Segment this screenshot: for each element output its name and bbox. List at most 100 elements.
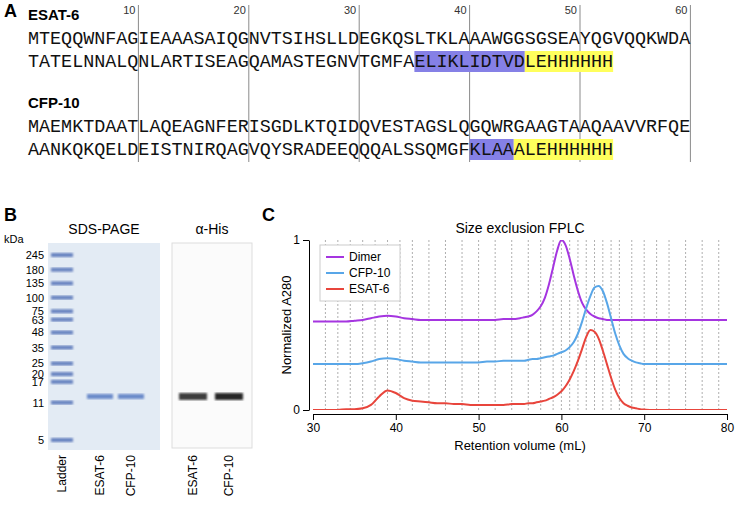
sequence: ELIKLIDTVD — [414, 52, 524, 73]
tick: 1 — [293, 233, 309, 247]
ruler-label: 10 — [123, 4, 135, 16]
legend: DimerCFP-10ESAT-6 — [320, 245, 400, 301]
panel-b: BSDS-PAGEkDa2451801351007563483525201711… — [4, 205, 252, 496]
fraction-line — [462, 240, 463, 410]
panel-label: A — [4, 1, 17, 21]
sequence: KLAA — [470, 140, 515, 161]
marker-label: 100 — [26, 292, 44, 304]
marker-label: 17 — [32, 376, 44, 388]
lane-label: Ladder — [55, 455, 69, 492]
ladder-band — [51, 318, 73, 322]
x-axis: 30 40 50 60 70 80 — [307, 414, 735, 435]
marker-label: 5 — [38, 434, 44, 446]
tick: 60 — [555, 414, 569, 435]
tick-mark — [644, 414, 645, 420]
panel-label: B — [4, 205, 17, 225]
ladder-band — [51, 346, 73, 350]
tick-label: 30 — [307, 421, 321, 435]
tick: 80 — [721, 414, 735, 435]
tick-label: 70 — [638, 421, 652, 435]
fraction-line — [569, 240, 570, 410]
gel-title: SDS-PAGE — [68, 221, 139, 237]
gel-band — [118, 394, 144, 399]
ruler-label: 40 — [454, 4, 466, 16]
tick: 30 — [307, 414, 321, 435]
legend-swatch — [326, 272, 344, 274]
series-line — [313, 330, 727, 410]
blot-band — [215, 393, 243, 400]
ladder-band — [51, 296, 73, 300]
blot-band — [179, 393, 207, 400]
fraction-line — [702, 240, 703, 410]
fraction-line — [656, 240, 657, 410]
fraction-line — [586, 240, 587, 410]
tick: 40 — [390, 414, 404, 435]
fraction-line — [669, 240, 670, 410]
tick: 0 — [293, 403, 309, 417]
sequence: TATELNNALQNLARTISEAGQAMASTEGNVTGMFA — [28, 52, 415, 73]
marker-label: 63 — [32, 314, 44, 326]
panel-c: CSize exclusion FPLC30405060708001Retent… — [262, 205, 734, 453]
ladder-band — [51, 438, 73, 442]
fraction-line — [540, 240, 541, 410]
fraction-line — [602, 240, 603, 410]
legend-label: CFP-10 — [349, 266, 391, 280]
ladder-band — [51, 309, 73, 313]
highlight — [514, 139, 613, 160]
ladder-band — [51, 361, 73, 365]
fraction-line — [577, 240, 578, 410]
fraction-line — [718, 240, 719, 410]
series-line — [313, 240, 727, 322]
ladder-band — [51, 330, 73, 334]
marker-label: 180 — [26, 264, 44, 276]
ladder-band — [51, 401, 73, 405]
sequence: ALEHHHHHH — [514, 140, 613, 161]
fraction-line — [511, 240, 512, 410]
tick-label: 50 — [472, 421, 486, 435]
panel-label: C — [262, 205, 275, 225]
ladder-band — [51, 372, 73, 376]
highlight — [525, 51, 613, 72]
fraction-line — [528, 240, 529, 410]
legend-swatch — [326, 256, 344, 258]
fraction-line — [428, 240, 429, 410]
fraction-line — [445, 240, 446, 410]
plot-lines — [313, 240, 727, 410]
chart-title: Size exclusion FPLC — [455, 220, 584, 236]
marker-label: 48 — [32, 326, 44, 338]
fraction-line — [561, 240, 562, 410]
fraction-line — [478, 240, 479, 410]
panel-a: A102030405060ESAT-6MTEQQWNFAGIEAAASAIQGN… — [4, 1, 691, 162]
tick-mark — [479, 414, 480, 420]
tick-label: 0 — [293, 403, 300, 417]
fraction-line — [631, 240, 632, 410]
ladder-band — [51, 380, 73, 384]
y-axis: 01 — [293, 233, 309, 417]
sequence: AANKQKQELDEISTNIRQAGVQYSRADEEQQQALSSQMGF — [28, 140, 469, 161]
tick-mark — [396, 414, 397, 420]
ruler-label: 20 — [234, 4, 246, 16]
fraction-line — [495, 240, 496, 410]
marker-label: 245 — [26, 249, 44, 261]
tick: 70 — [638, 414, 652, 435]
ladder-band — [51, 253, 73, 257]
tick: 50 — [472, 414, 486, 435]
axis-line — [309, 241, 310, 411]
protein-name: ESAT-6 — [28, 6, 79, 23]
tick-mark — [313, 414, 314, 420]
axis-line — [314, 414, 728, 415]
tick-label: 80 — [721, 421, 735, 435]
lane-label: CFP-10 — [222, 455, 236, 497]
legend-box — [320, 245, 400, 301]
fraction-line — [611, 240, 612, 410]
fraction-markers — [325, 240, 718, 410]
legend-swatch — [326, 288, 344, 290]
highlight — [470, 139, 514, 160]
sequence: MTEQQWNFAGIEAAASAIQGNVTSIHSLLDEGKQSLTKLA… — [28, 29, 691, 50]
lane-label: ESAT-6 — [186, 455, 200, 496]
tick-label: 1 — [293, 233, 300, 247]
legend-label: Dimer — [349, 250, 381, 264]
sequence: LEHHHHHH — [525, 52, 613, 73]
sequence: MAEMKTDAATLAQEAGNFERISGDLKTQIDQVESTAGSLQ… — [28, 117, 690, 138]
gel-image — [48, 243, 160, 450]
